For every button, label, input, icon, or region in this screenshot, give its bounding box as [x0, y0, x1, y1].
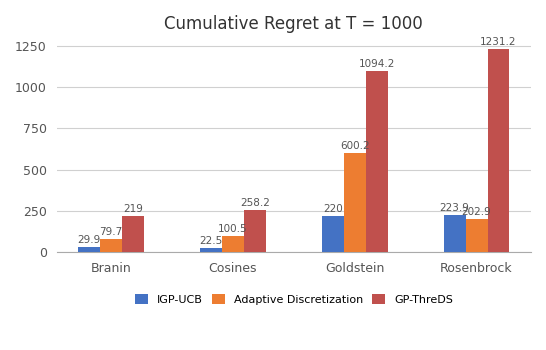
Title: Cumulative Regret at T = 1000: Cumulative Regret at T = 1000: [164, 15, 423, 33]
Text: 79.7: 79.7: [99, 227, 123, 237]
Text: 22.5: 22.5: [199, 237, 223, 246]
Text: 1231.2: 1231.2: [480, 37, 517, 47]
Bar: [244, 210, 266, 252]
Text: 258.2: 258.2: [240, 197, 270, 208]
Bar: [444, 215, 466, 252]
Legend: IGP-UCB, Adaptive Discretization, GP-ThreDS: IGP-UCB, Adaptive Discretization, GP-Thr…: [130, 290, 458, 309]
Text: 1094.2: 1094.2: [359, 60, 395, 69]
Text: 219: 219: [123, 204, 143, 214]
Bar: [466, 219, 488, 252]
Bar: [366, 71, 388, 252]
Bar: [488, 49, 509, 252]
Bar: [344, 153, 366, 252]
Text: 202.9: 202.9: [462, 206, 491, 217]
Text: 600.2: 600.2: [340, 141, 370, 151]
Bar: [322, 216, 344, 252]
Bar: [100, 239, 122, 252]
Bar: [222, 236, 244, 252]
Bar: [78, 247, 100, 252]
Text: 223.9: 223.9: [440, 203, 470, 213]
Text: 220: 220: [323, 204, 343, 214]
Text: 100.5: 100.5: [218, 224, 248, 233]
Text: 29.9: 29.9: [78, 235, 101, 245]
Bar: [200, 248, 222, 252]
Bar: [122, 216, 144, 252]
